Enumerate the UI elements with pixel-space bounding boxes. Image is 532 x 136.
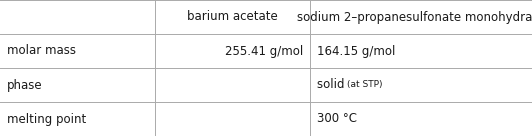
Text: barium acetate: barium acetate xyxy=(187,10,278,24)
Text: sodium 2–propanesulfonate monohydrate: sodium 2–propanesulfonate monohydrate xyxy=(297,10,532,24)
Text: (at STP): (at STP) xyxy=(347,81,383,89)
Text: solid: solid xyxy=(317,78,352,92)
Text: molar mass: molar mass xyxy=(7,44,76,58)
Text: melting point: melting point xyxy=(7,112,86,126)
Text: 164.15 g/mol: 164.15 g/mol xyxy=(317,44,395,58)
Text: 255.41 g/mol: 255.41 g/mol xyxy=(225,44,303,58)
Text: phase: phase xyxy=(7,78,43,92)
Text: 300 °C: 300 °C xyxy=(317,112,357,126)
